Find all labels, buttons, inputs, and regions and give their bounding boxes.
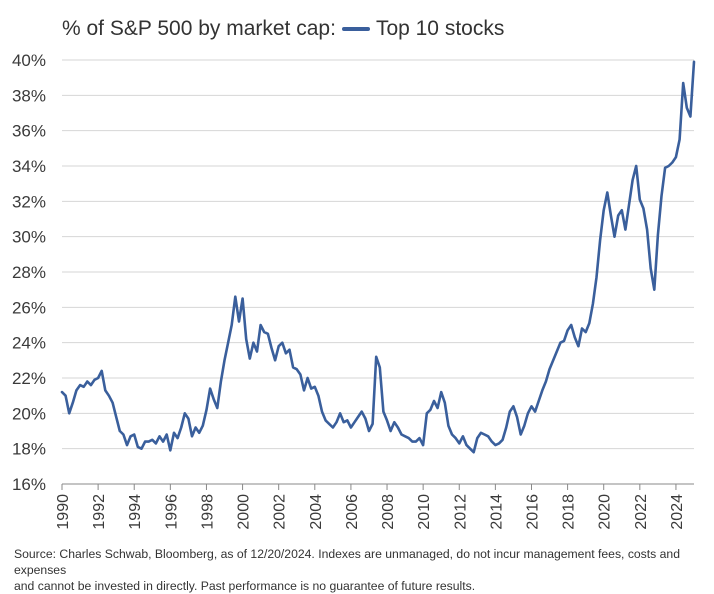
y-tick-label: 20% bbox=[12, 404, 46, 423]
x-tick-label: 2008 bbox=[380, 494, 397, 530]
y-tick-label: 16% bbox=[12, 475, 46, 494]
y-tick-label: 40% bbox=[12, 51, 46, 70]
y-axis-ticks: 16% 18% 20% 22% 24% 26% 28% 30% 32% 34% 36% 38% 40% bbox=[12, 51, 46, 494]
legend-swatch bbox=[341, 27, 370, 31]
y-tick-label: 34% bbox=[12, 157, 46, 176]
chart-header: % of S&P 500 by market cap: Top 10 stock… bbox=[62, 14, 504, 44]
x-tick-label: 1996 bbox=[163, 494, 180, 530]
x-tick-label: 2000 bbox=[236, 494, 253, 530]
y-tick-label: 28% bbox=[12, 263, 46, 282]
source-line-2: and cannot be invested in directly. Past… bbox=[14, 579, 476, 593]
source-line-1: Source: Charles Schwab, Bloomberg, as of… bbox=[14, 547, 680, 577]
x-tick-label: 2004 bbox=[308, 494, 325, 530]
x-tick-label: 2018 bbox=[561, 494, 578, 530]
y-tick-label: 30% bbox=[12, 228, 46, 247]
chart-title: % of S&P 500 by market cap: bbox=[62, 17, 336, 40]
legend-label: Top 10 stocks bbox=[375, 17, 505, 40]
x-tick-label: 2014 bbox=[488, 494, 505, 530]
x-axis-ticks: 1990 1992 1994 1996 1998 2000 2002 2004 2006 2008… bbox=[55, 484, 686, 530]
x-tick-label: 1998 bbox=[199, 494, 216, 530]
x-tick-label: 2012 bbox=[452, 494, 469, 530]
series-line-top-10-stocks bbox=[60, 60, 696, 454]
x-tick-label: 1994 bbox=[127, 494, 144, 530]
x-tick-label: 2020 bbox=[597, 494, 614, 530]
x-tick-label: 2022 bbox=[633, 494, 650, 530]
x-tick-label: 2024 bbox=[669, 494, 686, 530]
x-tick-label: 2002 bbox=[272, 494, 289, 530]
y-tick-label: 24% bbox=[12, 334, 46, 353]
gridlines bbox=[62, 59, 694, 485]
x-tick-label: 2016 bbox=[524, 494, 541, 530]
x-tick-label: 2010 bbox=[416, 494, 433, 530]
x-tick-label: 1990 bbox=[55, 494, 72, 530]
source-note: Source: Charles Schwab, Bloomberg, as of… bbox=[14, 546, 704, 594]
y-tick-label: 32% bbox=[12, 192, 46, 211]
y-tick-label: 22% bbox=[12, 369, 46, 388]
line-chart: 16%18%20%22%24%26%28%30%32%34%36%38%40% … bbox=[12, 51, 696, 530]
y-tick-label: 38% bbox=[12, 86, 46, 105]
x-tick-label: 2006 bbox=[344, 494, 361, 530]
y-tick-label: 18% bbox=[12, 440, 46, 459]
y-tick-label: 36% bbox=[12, 122, 46, 141]
y-tick-label: 26% bbox=[12, 298, 46, 317]
x-tick-label: 1992 bbox=[91, 494, 108, 530]
